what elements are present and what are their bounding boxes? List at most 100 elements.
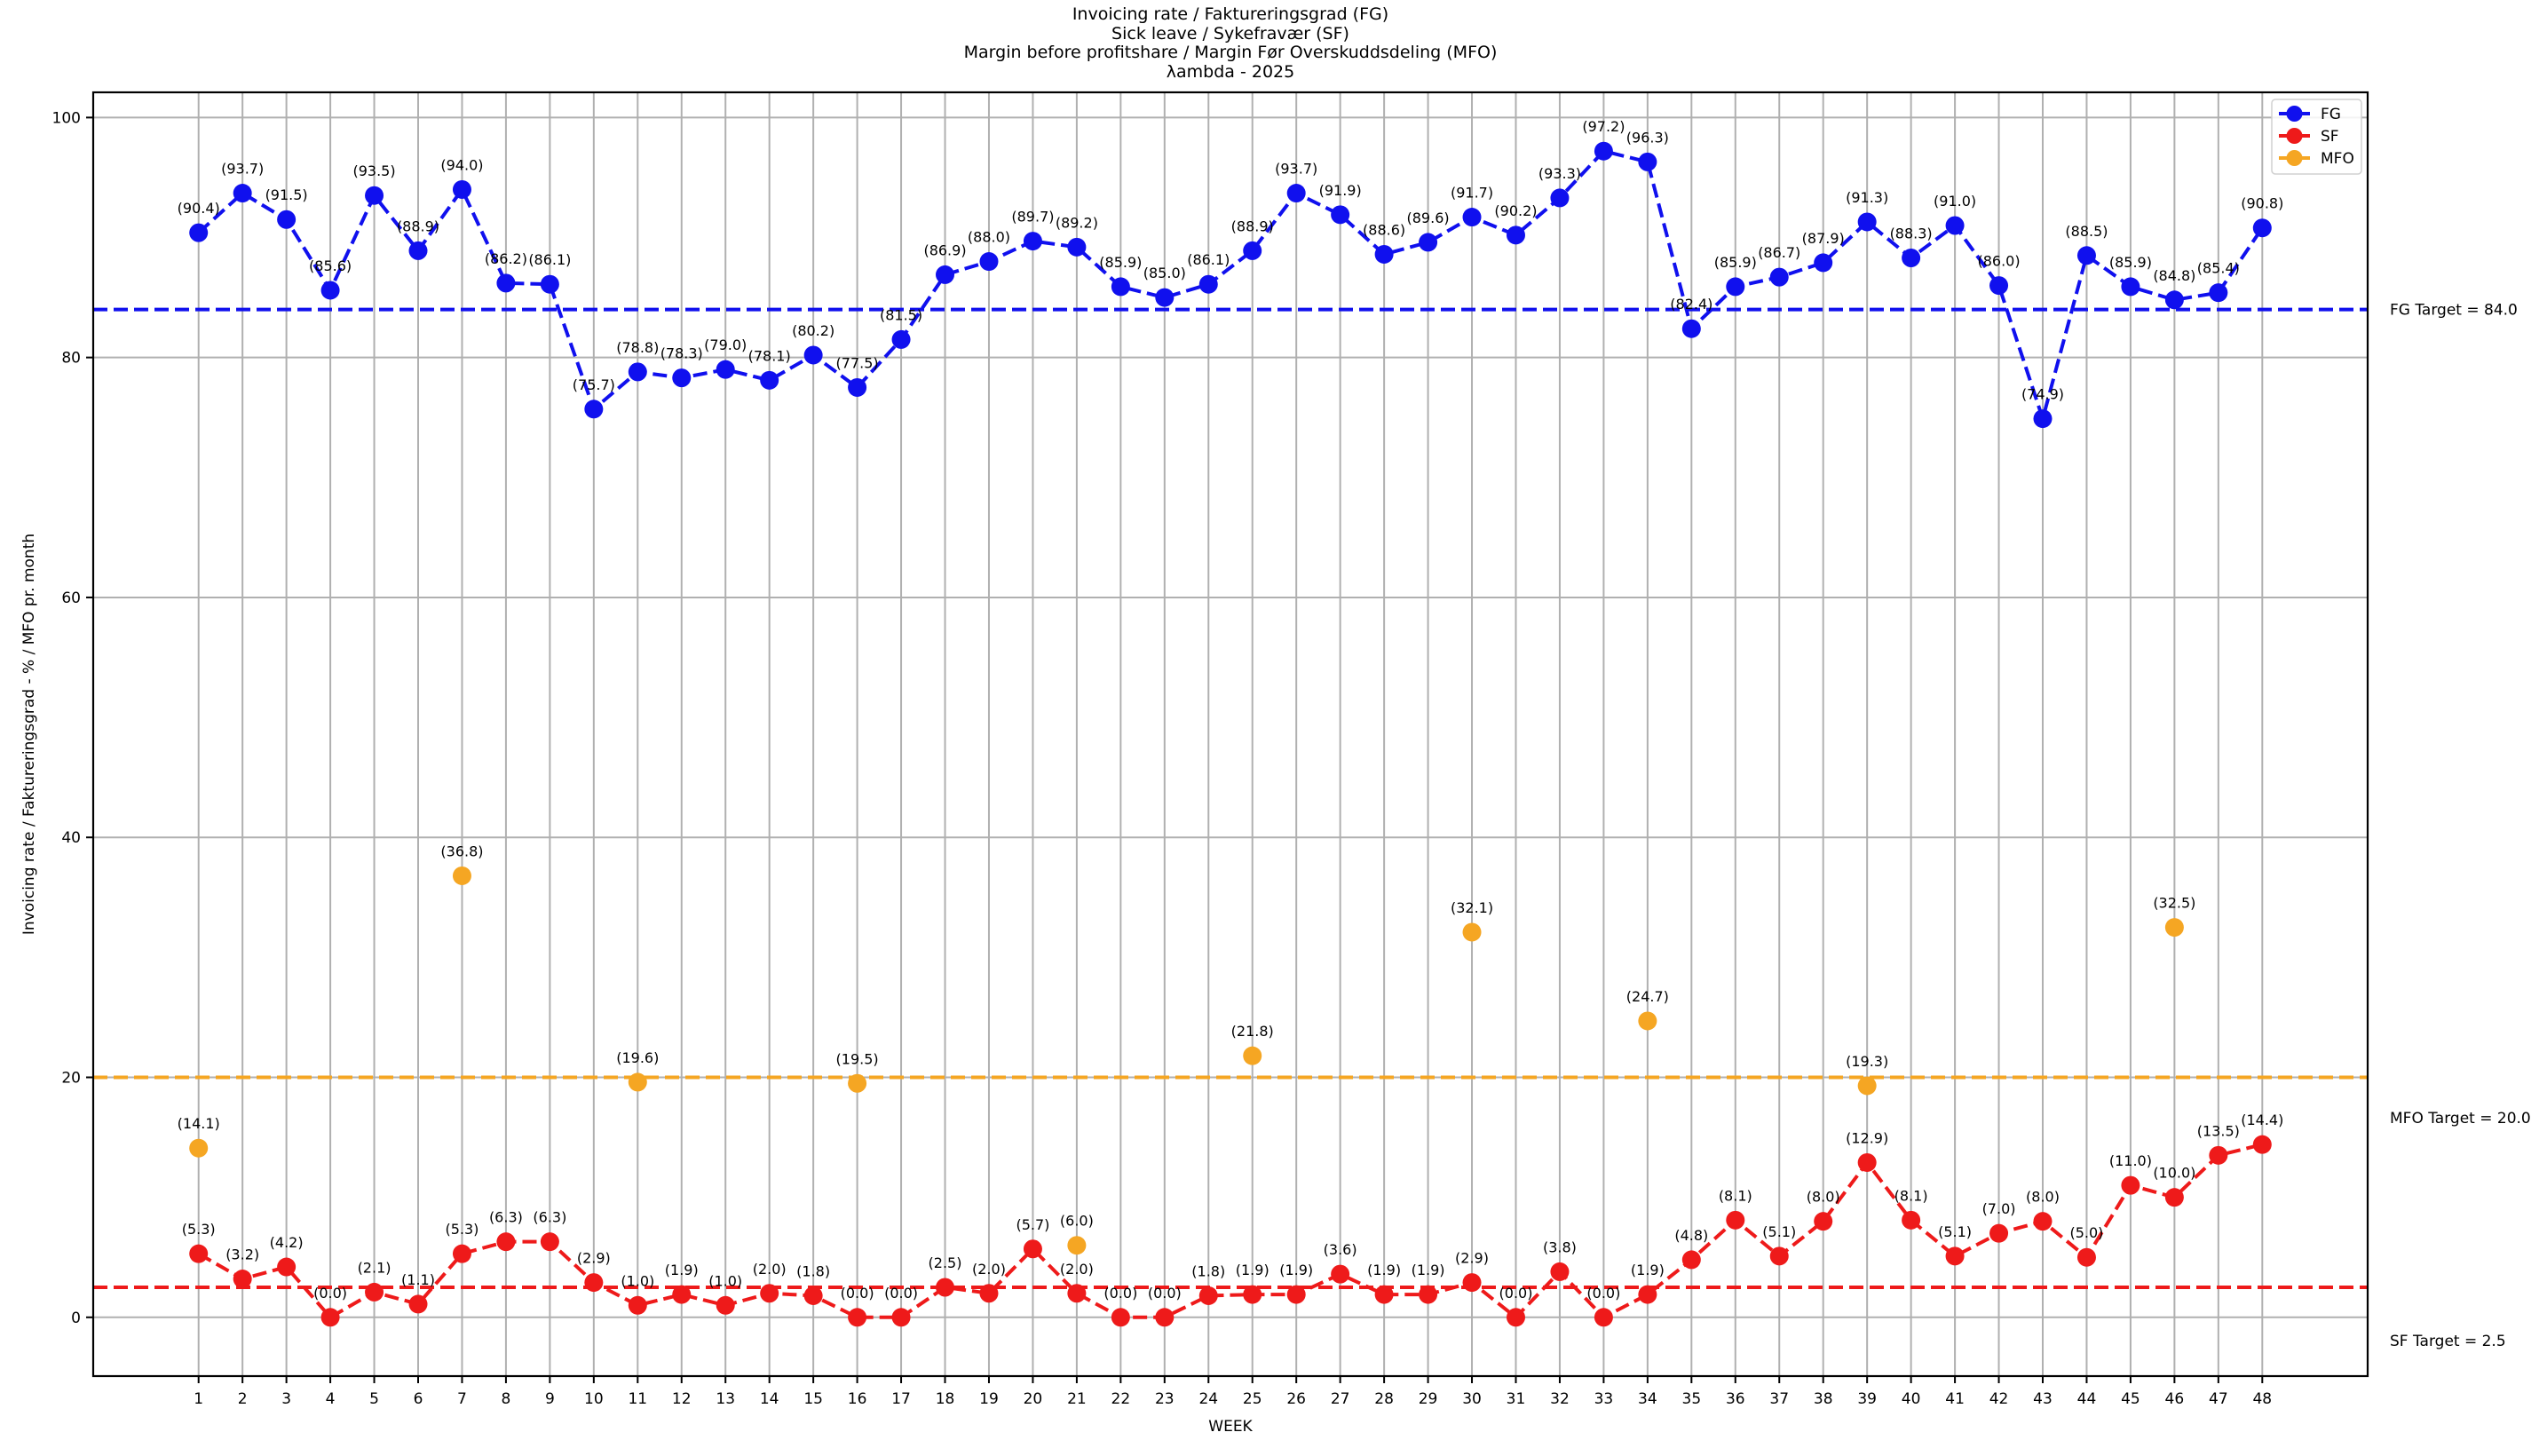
point-sf [540, 1232, 559, 1252]
x-tick-label: 37 [1769, 1390, 1789, 1408]
data-label-sf: (2.0) [972, 1261, 1006, 1278]
point-sf [1550, 1262, 1570, 1281]
data-label-fg: (91.7) [1451, 185, 1493, 202]
point-fg [1681, 319, 1701, 338]
target-lines [93, 307, 2368, 1289]
data-label-sf: (2.0) [1060, 1261, 1094, 1278]
data-label-fg: (96.3) [1626, 129, 1669, 146]
point-sf [1814, 1212, 1833, 1231]
data-label-fg: (77.5) [836, 354, 879, 371]
data-label-sf: (3.8) [1543, 1238, 1577, 1255]
data-label-sf: (1.1) [401, 1271, 435, 1288]
data-label-sf: (2.9) [577, 1250, 611, 1267]
data-label-sf: (8.0) [1807, 1189, 1840, 1206]
data-label-sf: (2.0) [753, 1261, 787, 1278]
point-fg [1989, 276, 2009, 296]
point-fg [716, 360, 735, 379]
data-label-mfo: (24.7) [1626, 988, 1669, 1005]
data-label-fg: (93.3) [1538, 165, 1581, 182]
point-fg [1243, 241, 1262, 260]
data-label-sf: (0.0) [841, 1285, 874, 1302]
x-tick-label: 31 [1507, 1390, 1526, 1408]
data-label-sf: (4.8) [1674, 1227, 1708, 1244]
y-tick-label: 100 [52, 109, 81, 127]
point-sf [1331, 1264, 1350, 1284]
point-sf [189, 1244, 209, 1263]
point-fg [1331, 205, 1350, 225]
point-fg [628, 362, 647, 382]
x-tick-label: 26 [1286, 1390, 1306, 1408]
point-fg [408, 241, 428, 260]
data-label-fg: (88.0) [968, 229, 1010, 246]
point-fg [277, 210, 297, 229]
point-sf [584, 1273, 604, 1293]
point-sf [1286, 1285, 1306, 1304]
point-sf [1243, 1285, 1262, 1304]
point-fg [891, 329, 911, 349]
data-label-mfo: (19.3) [1846, 1053, 1888, 1070]
point-sf [936, 1278, 955, 1297]
point-fg [1769, 267, 1789, 287]
point-fg [760, 370, 779, 390]
data-label-sf: (11.0) [2109, 1152, 2152, 1169]
point-sf [716, 1295, 735, 1315]
x-tick-label: 13 [716, 1390, 735, 1408]
point-sf [2164, 1188, 2184, 1207]
x-tick-label: 40 [1902, 1390, 1921, 1408]
legend-label-mfo: MFO [2321, 150, 2354, 168]
point-sf [2033, 1212, 2053, 1231]
point-fg [365, 186, 384, 205]
point-fg [452, 179, 471, 199]
x-tick-label: 3 [281, 1390, 291, 1408]
data-label-fg: (89.6) [1407, 210, 1450, 226]
data-label-fg: (90.2) [1494, 202, 1537, 219]
point-sf [1023, 1239, 1042, 1259]
x-tick-label: 16 [848, 1390, 867, 1408]
point-fg [584, 400, 604, 419]
point-sf [760, 1284, 779, 1303]
data-label-mfo: (32.5) [2153, 895, 2195, 912]
x-tick-label: 1 [194, 1390, 203, 1408]
x-tick-label: 21 [1067, 1390, 1087, 1408]
point-mfo [1638, 1011, 1657, 1031]
x-tick-label: 23 [1155, 1390, 1175, 1408]
data-label-sf: (1.9) [1367, 1262, 1401, 1278]
point-mfo [1243, 1046, 1262, 1065]
x-tick-label: 47 [2209, 1390, 2228, 1408]
x-tick-label: 6 [414, 1390, 423, 1408]
x-tick-label: 7 [457, 1390, 467, 1408]
point-sf [1374, 1285, 1394, 1304]
data-label-mfo: (21.8) [1231, 1023, 1274, 1040]
x-tick-label: 2 [238, 1390, 248, 1408]
point-mfo [189, 1138, 209, 1158]
point-fg [1286, 184, 1306, 203]
point-sf [1506, 1308, 1525, 1327]
data-label-fg: (91.9) [1319, 182, 1362, 199]
point-sf [496, 1232, 516, 1252]
y-tick-label: 80 [61, 350, 81, 368]
point-sf [452, 1244, 471, 1263]
y-tick-label: 60 [61, 590, 81, 607]
data-label-fg: (74.9) [2021, 386, 2064, 403]
data-label-fg: (78.1) [748, 347, 791, 364]
point-sf [1681, 1250, 1701, 1270]
point-sf [408, 1294, 428, 1314]
point-sf [1989, 1223, 2009, 1243]
data-label-sf: (0.0) [1586, 1285, 1620, 1302]
title-line-2: Sick leave / Sykefravær (SF) [1111, 24, 1349, 44]
x-axis-label: WEEK [1208, 1418, 1253, 1436]
data-label-sf: (2.5) [929, 1254, 962, 1271]
x-tick-label: 39 [1857, 1390, 1877, 1408]
point-sf [365, 1282, 384, 1302]
point-sf [628, 1295, 647, 1315]
x-tick-label: 45 [2121, 1390, 2140, 1408]
data-label-fg: (86.9) [923, 241, 966, 258]
data-label-fg: (89.7) [1011, 209, 1054, 226]
point-sf [848, 1308, 867, 1327]
point-fg [672, 368, 692, 388]
data-label-sf: (1.8) [1191, 1262, 1225, 1279]
x-tick-label: 43 [2033, 1390, 2053, 1408]
data-label-fg: (81.5) [880, 306, 922, 323]
data-label-fg: (85.4) [2197, 260, 2240, 277]
point-fg [1067, 237, 1087, 257]
